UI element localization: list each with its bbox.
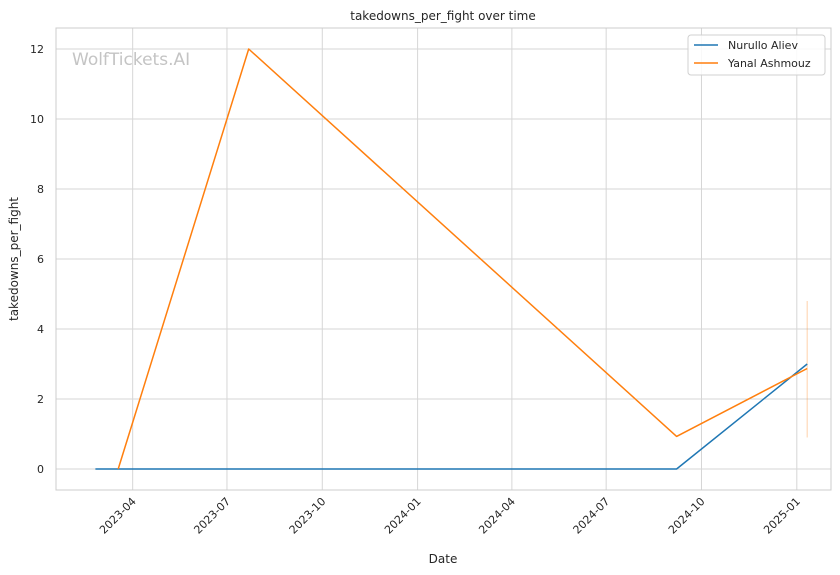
y-tick-label: 8: [37, 183, 44, 196]
y-tick-label: 6: [37, 253, 44, 266]
x-tick-label: 2025-01: [761, 495, 803, 537]
x-axis-label: Date: [429, 552, 458, 566]
series-line-nurullo-aliev: [95, 363, 808, 470]
x-tick-label: 2024-10: [666, 495, 708, 537]
legend: Nurullo Aliev Yanal Ashmouz: [687, 34, 826, 76]
x-tick-label: 2023-07: [191, 495, 233, 537]
chart-title: takedowns_per_fight over time: [350, 9, 536, 23]
y-tick-labels: 0 2 4 6 8 10 12: [30, 43, 44, 476]
x-tick-label: 2024-04: [476, 495, 518, 537]
x-tick-label: 2023-04: [97, 495, 139, 537]
watermark: WolfTickets.AI: [72, 50, 190, 70]
x-tick-labels: 2023-04 2023-07 2023-10 2024-01 2024-04 2024-…: [97, 495, 803, 537]
y-tick-label: 4: [37, 323, 44, 336]
legend-label-yanal-ashmouz: Yanal Ashmouz: [727, 57, 811, 70]
y-tick-label: 2: [37, 393, 44, 406]
x-tick-label: 2023-10: [287, 495, 329, 537]
x-tick-label: 2024-07: [571, 495, 613, 537]
x-tick-label: 2024-01: [382, 495, 424, 537]
y-tick-label: 12: [30, 43, 44, 56]
grid: [56, 28, 831, 490]
y-tick-label: 10: [30, 113, 44, 126]
series-line-yanal-ashmouz: [117, 48, 808, 470]
plot-frame: [55, 27, 832, 491]
legend-box: [687, 34, 826, 76]
series-lines: [95, 48, 808, 470]
y-axis-label: takedowns_per_fight: [7, 197, 21, 321]
y-tick-label: 0: [37, 463, 44, 476]
legend-label-nurullo-aliev: Nurullo Aliev: [728, 39, 798, 52]
